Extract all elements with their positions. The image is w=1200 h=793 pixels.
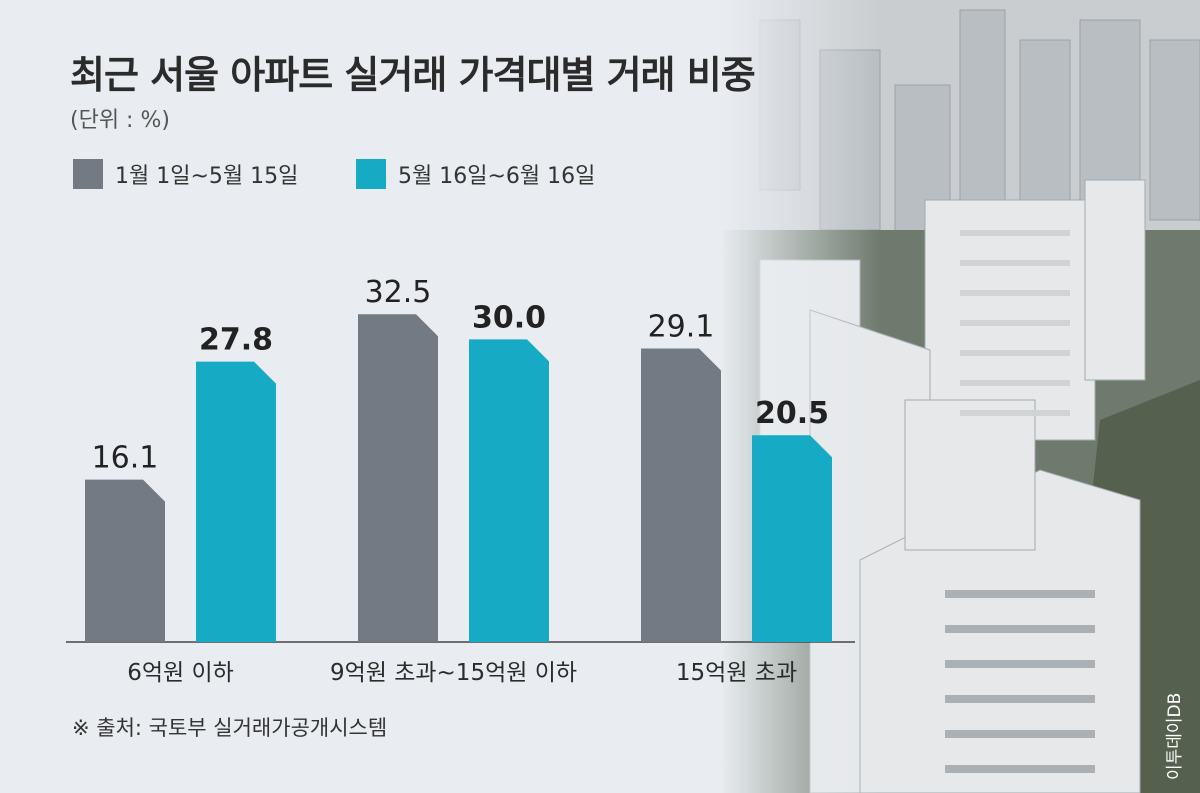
value-label-series2-cat3: 20.5: [755, 396, 829, 431]
legend-label-series2: 5월 16일~6월 16일: [398, 164, 596, 189]
category-label-3: 15억원 초과: [676, 660, 797, 686]
category-label-1: 6억원 이하: [127, 660, 234, 686]
category-label-2: 9억원 초과~15억원 이하: [330, 660, 577, 686]
value-label-series1-cat1: 16.1: [92, 441, 159, 476]
bar-series2-cat3: [752, 435, 832, 642]
bar-series1-cat1: [85, 479, 165, 642]
legend-swatch-series1: [73, 159, 103, 189]
bar-series1-cat2: [358, 314, 438, 642]
unit-label: (단위 : %): [70, 108, 170, 133]
photo-credit: 이투데이DB: [1165, 692, 1185, 780]
chart-title: 최근 서울 아파트 실거래 가격대별 거래 비중: [70, 53, 756, 97]
value-label-series1-cat3: 29.1: [648, 310, 715, 345]
bar-series2-cat1: [196, 361, 276, 642]
value-label-series2-cat2: 30.0: [472, 300, 546, 335]
source-note: ※ 출처: 국토부 실거래가공개시스템: [72, 716, 388, 740]
bar-series2-cat2: [469, 339, 549, 642]
legend-item-series2: 5월 16일~6월 16일: [356, 158, 595, 190]
legend-item-series1: 1월 1일~5월 15일: [73, 158, 298, 190]
legend-swatch-series2: [356, 159, 386, 189]
value-label-series2-cat1: 27.8: [199, 323, 273, 358]
legend-label-series1: 1월 1일~5월 15일: [115, 164, 299, 189]
value-label-series1-cat2: 32.5: [365, 275, 432, 310]
bar-series1-cat3: [641, 348, 721, 642]
